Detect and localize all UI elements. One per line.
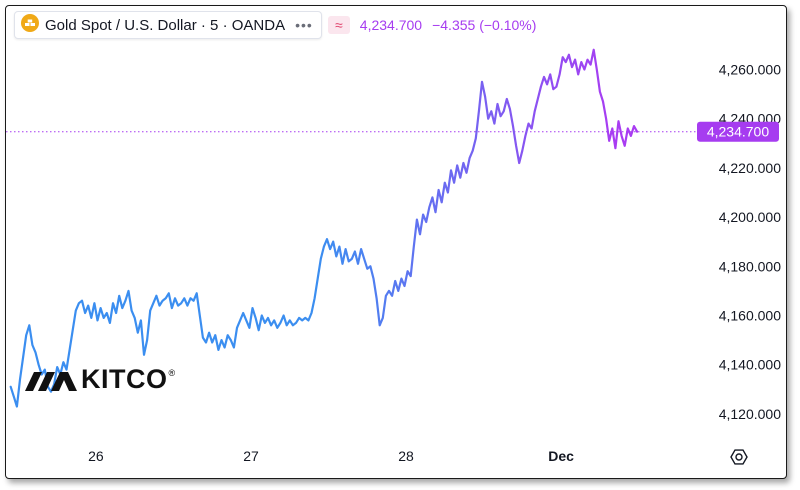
- price-axis[interactable]: 4,120.000 4,140.000 4,160.000 4,180.000 4,20…: [697, 62, 781, 422]
- x-tick-label: 27: [243, 448, 259, 464]
- symbol-legend[interactable]: Gold Spot / U.S. Dollar · 5 · OANDA ••• …: [14, 11, 537, 39]
- last-price: 4,234.700: [359, 17, 423, 33]
- time-axis[interactable]: 26 27 28 Dec: [88, 448, 748, 465]
- last-price-tag: [697, 121, 779, 142]
- registered-mark: ®: [168, 368, 176, 378]
- symbol-title: Gold Spot / U.S. Dollar · 5 · OANDA: [45, 16, 286, 34]
- x-tick-label: 26: [88, 448, 104, 464]
- price-change: −4.355 (−0.10%): [432, 17, 537, 33]
- kitco-logo: KITCO ®: [24, 364, 175, 395]
- symbol-title-box[interactable]: Gold Spot / U.S. Dollar · 5 · OANDA •••: [14, 11, 322, 39]
- y-tick-label: 4,120.000: [719, 406, 781, 422]
- price-chart[interactable]: 4,120.000 4,140.000 4,160.000 4,180.000 4,20…: [6, 6, 786, 478]
- chart-frame: 4,120.000 4,140.000 4,160.000 4,180.000 4,20…: [5, 5, 787, 479]
- price-series-line[interactable]: [9, 48, 639, 408]
- y-tick-label: 4,260.000: [719, 62, 781, 78]
- gear-icon[interactable]: [730, 449, 748, 465]
- last-price-tag-label: 4,234.700: [707, 124, 769, 140]
- y-tick-label: 4,160.000: [719, 308, 781, 324]
- y-tick-label: 4,200.000: [719, 209, 781, 225]
- gold-bars-icon: [21, 13, 39, 37]
- y-tick-label: 4,180.000: [719, 258, 781, 274]
- y-tick-label: 4,140.000: [719, 357, 781, 373]
- kitco-wordmark: KITCO: [81, 364, 168, 394]
- x-tick-label: Dec: [548, 448, 574, 464]
- y-tick-label: 4,220.000: [719, 160, 781, 176]
- kitco-bars-icon: [25, 371, 77, 391]
- approx-badge[interactable]: ≈: [327, 16, 350, 34]
- ellipsis-icon[interactable]: •••: [295, 17, 313, 33]
- x-tick-label: 28: [398, 448, 414, 464]
